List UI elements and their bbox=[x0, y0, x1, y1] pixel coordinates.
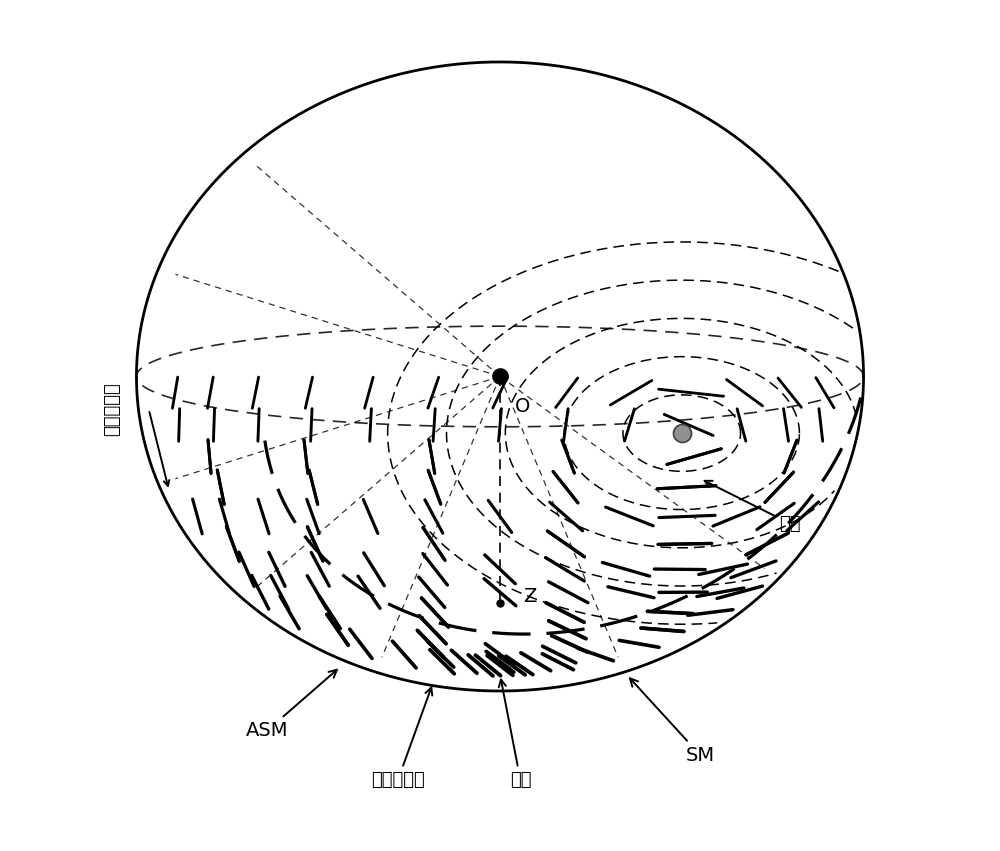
Text: 太阳: 太阳 bbox=[705, 481, 801, 533]
Text: 天顶: 天顶 bbox=[499, 680, 531, 789]
Text: 太阳子午线: 太阳子午线 bbox=[371, 688, 432, 789]
Text: Z: Z bbox=[523, 587, 536, 606]
Text: ASM: ASM bbox=[246, 670, 337, 740]
Text: 最大偏振线: 最大偏振线 bbox=[103, 382, 121, 436]
Text: SM: SM bbox=[630, 678, 715, 764]
Text: O: O bbox=[515, 397, 530, 416]
